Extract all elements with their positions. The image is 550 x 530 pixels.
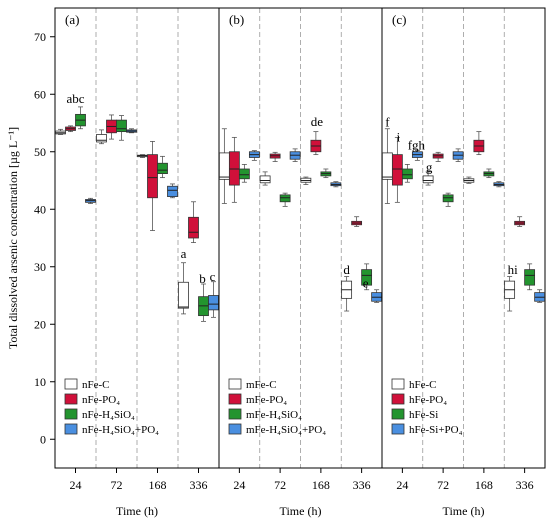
x-tick-label: 168 (149, 478, 167, 492)
x-axis-title: Time (h) (280, 504, 322, 518)
x-tick-label: 168 (475, 478, 493, 492)
box (401, 168, 413, 180)
box (208, 295, 219, 311)
panel-frame (218, 7, 383, 469)
x-axis-title: Time (h) (443, 504, 485, 518)
significance-label: e (363, 275, 369, 290)
box (96, 134, 107, 143)
box (178, 281, 189, 309)
legend-swatch (64, 423, 78, 435)
significance-label: hi (508, 262, 519, 277)
box (422, 175, 434, 184)
x-tick-label: 336 (516, 478, 534, 492)
legend-swatch (391, 378, 405, 390)
x-tick-label: 72 (437, 478, 449, 492)
significance-label: abc (66, 91, 84, 106)
legend-label: nFe-H₄SiO₄ (82, 409, 135, 421)
legend-label: mFe-H₄SiO₄ (246, 409, 302, 421)
legend-label: hFe-Si+PO₄ (409, 424, 463, 436)
box (188, 216, 199, 239)
y-tick-label: 30 (34, 260, 46, 274)
significance-label: i (397, 129, 401, 144)
legend-label: hFe-Si (409, 409, 438, 421)
significance-label: g (426, 159, 433, 174)
box (147, 154, 158, 199)
x-tick-label: 336 (190, 478, 208, 492)
legend-swatch (228, 408, 242, 420)
box (524, 269, 536, 286)
panel-label: (b) (229, 12, 244, 27)
box (228, 151, 240, 186)
legend-label: hFe-C (409, 379, 437, 391)
x-tick-label: 336 (353, 478, 371, 492)
legend-swatch (228, 378, 242, 390)
box (157, 162, 168, 174)
legend-swatch (391, 393, 405, 405)
significance-label: c (210, 269, 216, 284)
legend-label: mFe-C (246, 379, 277, 391)
legend-swatch (64, 393, 78, 405)
y-tick-label: 10 (34, 375, 46, 389)
panel-label: (c) (392, 12, 406, 27)
legend-swatch (391, 408, 405, 420)
x-tick-label: 72 (111, 478, 123, 492)
significance-label: b (199, 271, 206, 286)
box (381, 152, 393, 180)
legend-label: hFe-PO₄ (409, 394, 447, 406)
legend-swatch (228, 423, 242, 435)
x-axis-title: Time (h) (116, 504, 158, 518)
legend-swatch (64, 378, 78, 390)
y-tick-label: 40 (34, 202, 46, 216)
legend-label: mFe-PO₄ (246, 394, 287, 406)
x-tick-label: 24 (396, 478, 408, 492)
box (167, 185, 178, 197)
legend-swatch (391, 423, 405, 435)
y-axis-title: Total dissolved arsenic concentration [µ… (6, 127, 20, 349)
box (279, 194, 291, 203)
y-tick-label: 20 (34, 317, 46, 331)
legend-label: nFe-PO₄ (82, 394, 120, 406)
y-tick-label: 0 (40, 432, 46, 446)
legend-label: nFe-H₄SiO₄+PO₄ (82, 424, 159, 436)
significance-label: de (311, 114, 324, 129)
x-tick-label: 24 (70, 478, 82, 492)
box (442, 194, 454, 203)
x-tick-label: 168 (312, 478, 330, 492)
panel-label: (a) (65, 12, 79, 27)
box (259, 175, 271, 184)
y-tick-label: 50 (34, 145, 46, 159)
significance-label: d (343, 262, 350, 277)
box (361, 269, 373, 286)
box (238, 168, 250, 180)
significance-label: f (385, 114, 390, 129)
y-tick-label: 60 (34, 87, 46, 101)
panel-frame (381, 7, 546, 469)
box (116, 119, 127, 133)
significance-label: a (181, 246, 187, 261)
x-tick-label: 72 (274, 478, 286, 492)
legend-swatch (64, 408, 78, 420)
legend-label: nFe-C (82, 379, 110, 391)
legend-swatch (228, 393, 242, 405)
legend-label: mFe-H₄SiO₄+PO₄ (246, 424, 326, 436)
box (391, 154, 403, 186)
box (218, 152, 230, 180)
y-tick-label: 70 (34, 30, 46, 44)
significance-label: fgh (408, 137, 426, 152)
x-tick-label: 24 (233, 478, 245, 492)
